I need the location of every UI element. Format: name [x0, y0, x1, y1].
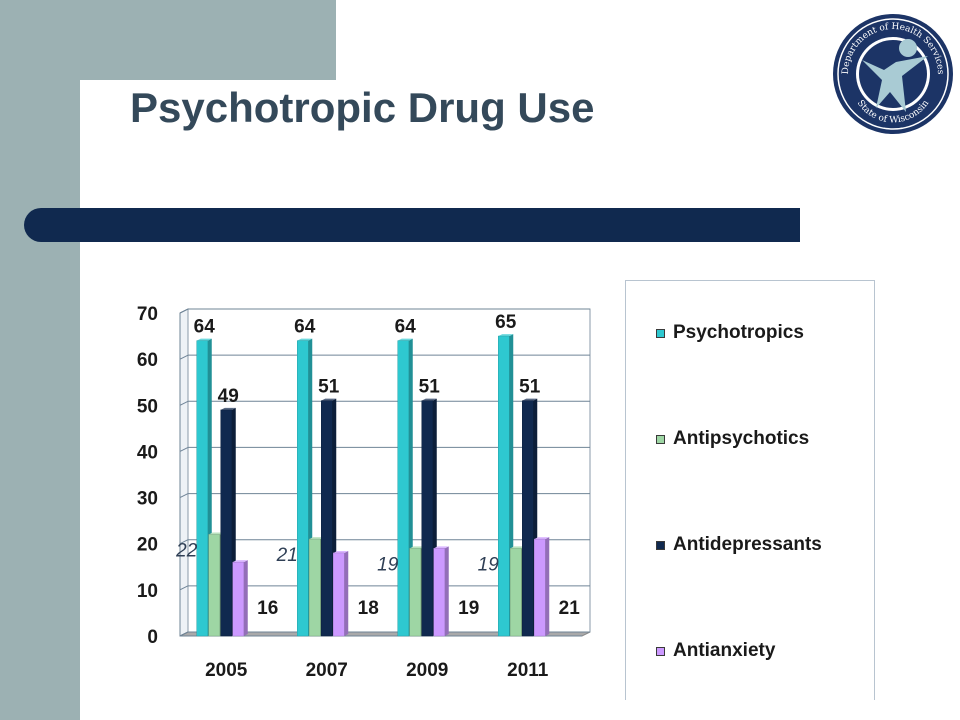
- bar: [208, 534, 220, 637]
- bar: [522, 400, 534, 637]
- divider-bar: [24, 208, 800, 242]
- data-label: 22: [175, 540, 198, 561]
- bar-top: [421, 398, 437, 401]
- bar-top: [220, 407, 236, 410]
- top-panel: [0, 0, 336, 80]
- bar-side: [243, 560, 248, 636]
- data-label: 51: [519, 377, 541, 398]
- bar-top: [433, 546, 449, 549]
- gridline-side: [179, 308, 189, 314]
- bar-top: [510, 546, 526, 549]
- gridline-side: [179, 493, 189, 499]
- x-tick-label: 2011: [507, 660, 549, 681]
- bar: [421, 400, 433, 637]
- bar-top: [409, 546, 425, 549]
- bar: [232, 561, 244, 637]
- x-tick-label: 2005: [205, 660, 248, 681]
- bar: [333, 552, 345, 637]
- gridline-side: [179, 446, 189, 452]
- legend-label-antipsychotics: Antipsychotics: [673, 428, 810, 449]
- bar-top: [196, 338, 212, 341]
- legend-swatch-antianxiety: [656, 646, 665, 656]
- legend-label-psychotropics: Psychotropics: [673, 322, 804, 343]
- data-label: 18: [358, 598, 379, 619]
- data-label: 51: [318, 377, 340, 398]
- bar: [397, 340, 409, 637]
- bar: [309, 538, 321, 637]
- bar-top: [498, 334, 514, 337]
- data-label: 16: [257, 598, 278, 619]
- bar-top: [397, 338, 413, 341]
- legend-swatch-antidepressants: [656, 540, 665, 550]
- person-icon: [862, 39, 928, 112]
- y-tick-label: 30: [137, 489, 158, 510]
- gridline-side: [179, 354, 189, 360]
- bar: [409, 548, 421, 637]
- bar-side: [545, 537, 550, 636]
- legend-label-antianxiety: Antianxiety: [673, 640, 776, 661]
- bar-top: [297, 338, 313, 341]
- bar: [498, 335, 510, 637]
- bar-top: [333, 550, 349, 553]
- slide-title: Psychotropic Drug Use: [130, 84, 595, 131]
- x-tick-label: 2007: [306, 660, 348, 681]
- data-label: 64: [294, 317, 316, 338]
- data-label: 51: [419, 377, 441, 398]
- legend-item-antianxiety: Antianxiety: [656, 639, 775, 663]
- data-label: 49: [218, 386, 239, 407]
- x-tick-label: 2009: [406, 660, 448, 681]
- bar: [196, 340, 208, 637]
- bar: [433, 548, 445, 637]
- legend-item-antidepressants: Antidepressants: [656, 533, 822, 557]
- chart-legend: Psychotropics Antipsychotics Antidepress…: [625, 280, 875, 700]
- bar: [220, 409, 232, 637]
- bar-top: [321, 398, 337, 401]
- y-tick-label: 0: [147, 627, 158, 648]
- side-panel: [0, 0, 80, 720]
- gridline-side: [179, 585, 189, 591]
- bar-top: [309, 537, 325, 540]
- wisconsin-dhs-logo: Department of Health Services State of W…: [833, 14, 953, 134]
- data-label: 65: [495, 312, 517, 333]
- bar-top: [208, 532, 224, 535]
- legend-item-psychotropics: Psychotropics: [656, 321, 804, 345]
- drug-use-chart: 0 10 20 30 40 50 60 70 64 22 49 16 2005 64 21 51 18 2007 6…: [137, 304, 591, 681]
- bar-top: [232, 560, 248, 563]
- gridline-side: [179, 400, 189, 406]
- legend-swatch-antipsychotics: [656, 434, 665, 444]
- y-tick-label: 50: [137, 396, 158, 417]
- bar: [321, 400, 333, 637]
- data-label: 21: [276, 545, 298, 566]
- y-tick-label: 40: [137, 442, 158, 463]
- data-label: 19: [377, 554, 399, 575]
- gridline-side: [179, 631, 189, 637]
- gridline-side: [179, 539, 189, 545]
- data-label: 64: [395, 317, 417, 338]
- data-label: 19: [458, 598, 479, 619]
- y-tick-label: 60: [137, 350, 158, 371]
- bar: [297, 340, 309, 637]
- legend-label-antidepressants: Antidepressants: [673, 534, 822, 555]
- bar-side: [444, 546, 449, 636]
- bar-top: [534, 537, 550, 540]
- data-label: 19: [478, 554, 500, 575]
- y-tick-label: 70: [137, 304, 158, 325]
- bar-side: [344, 550, 349, 636]
- y-tick-label: 10: [137, 581, 158, 602]
- y-tick-label: 20: [137, 535, 158, 556]
- bar: [534, 538, 546, 637]
- legend-item-antipsychotics: Antipsychotics: [656, 427, 809, 451]
- bar: [510, 548, 522, 637]
- bar-top: [522, 398, 538, 401]
- data-label: 21: [559, 598, 581, 619]
- legend-swatch-psychotropics: [656, 328, 665, 338]
- data-label: 64: [194, 317, 216, 338]
